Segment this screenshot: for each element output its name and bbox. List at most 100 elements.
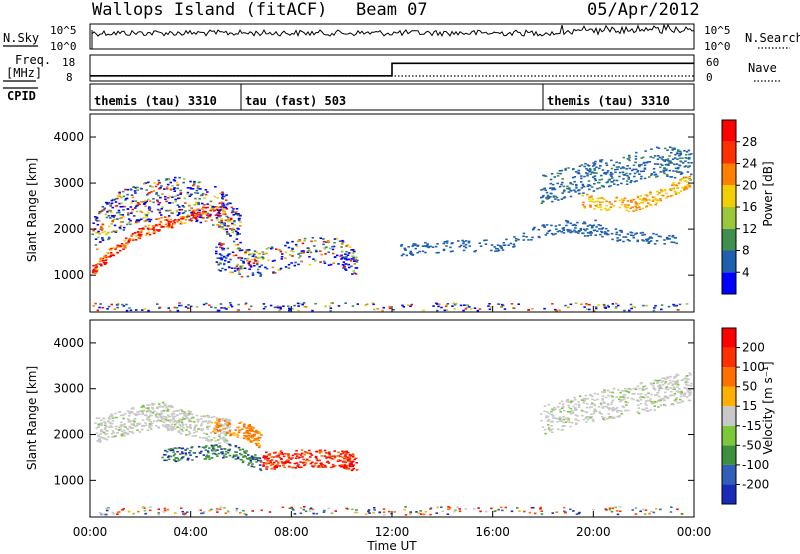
echo-cell [631, 306, 635, 308]
echo-cell [672, 184, 676, 187]
echo-cell [435, 512, 438, 514]
echo-cell [585, 406, 589, 409]
echo-cell [644, 509, 648, 511]
echo-cell [628, 309, 631, 312]
echo-cell [634, 161, 637, 164]
echo-cell [205, 445, 208, 447]
echo-cell [110, 247, 113, 250]
echo-cell [185, 434, 188, 436]
echo-cell [102, 261, 106, 264]
echo-cell [668, 155, 671, 157]
echo-cell [589, 205, 592, 207]
echo-cell [558, 230, 561, 232]
echo-cell [200, 415, 203, 418]
echo-cell [645, 404, 648, 407]
echo-cell [688, 392, 691, 394]
echo-cell [262, 455, 266, 457]
echo-cell [209, 440, 212, 442]
echo-cell [589, 394, 592, 397]
echo-cell [155, 424, 158, 427]
echo-cell [219, 303, 223, 305]
echo-cell [174, 512, 177, 514]
echo-cell [183, 197, 187, 200]
echo-cell [303, 239, 306, 242]
echo-cell [194, 435, 197, 437]
echo-cell [575, 231, 579, 233]
echo-cell [639, 402, 643, 405]
echo-cell [632, 387, 635, 390]
echo-cell [388, 307, 392, 310]
echo-cell [382, 508, 386, 510]
echo-cell [671, 147, 674, 149]
echo-cell [685, 151, 689, 153]
echo-cell [411, 245, 414, 247]
echo-cell [117, 303, 120, 305]
echo-cell [659, 404, 663, 406]
echo-cell [319, 261, 322, 263]
echo-cell [311, 309, 314, 312]
echo-cell [162, 415, 166, 418]
echo-cell [678, 164, 681, 167]
echo-cell [624, 390, 628, 392]
echo-cell [350, 249, 353, 251]
echo-cell [371, 302, 374, 304]
echo-cell [293, 264, 296, 267]
echo-cell [323, 449, 327, 452]
echo-cell [344, 457, 347, 459]
echo-cell [601, 399, 604, 401]
echo-cell [172, 410, 175, 413]
echo-cell [596, 230, 599, 232]
echo-cell [297, 453, 301, 455]
echo-cell [181, 416, 185, 419]
echo-cell [331, 248, 335, 251]
echo-cell [210, 416, 213, 419]
echo-cell [646, 194, 649, 197]
echo-cell [674, 305, 677, 307]
echo-cell [256, 268, 260, 271]
echo-cell [678, 154, 681, 157]
echo-cell [207, 455, 211, 457]
echo-cell [213, 210, 216, 212]
echo-cell [191, 188, 195, 190]
echo-cell [688, 184, 691, 187]
echo-cell [163, 403, 166, 405]
echo-cell [103, 207, 106, 210]
echo-cell [255, 260, 258, 262]
echo-cell [676, 386, 679, 388]
echo-cell [207, 416, 210, 419]
echo-cell [135, 424, 139, 427]
echo-cell [459, 244, 463, 247]
echo-cell [563, 510, 566, 513]
echo-cell [96, 231, 100, 234]
echo-cell [659, 398, 662, 401]
echo-cell [130, 211, 134, 213]
echo-cell [581, 194, 585, 197]
echo-cell [180, 451, 184, 453]
y-tick-label: 1000 [53, 268, 84, 282]
echo-cell [648, 241, 651, 243]
echo-cell [531, 308, 534, 310]
echo-cell [219, 192, 222, 195]
echo-cell [651, 196, 655, 199]
echo-cell [122, 229, 126, 231]
echo-cell [261, 256, 264, 258]
echo-cell [633, 306, 637, 308]
echo-cell [684, 165, 688, 167]
echo-cell [336, 455, 340, 457]
echo-cell [108, 426, 111, 429]
echo-cell [683, 150, 686, 152]
echo-cell [124, 412, 127, 415]
echo-cell [416, 251, 419, 254]
echo-cell [174, 195, 177, 198]
echo-cell [291, 240, 294, 243]
echo-cell [666, 396, 670, 399]
echo-cell [622, 406, 626, 409]
echo-cell [444, 305, 448, 308]
echo-cell [206, 428, 209, 430]
echo-cell [653, 171, 656, 174]
echo-cell [218, 243, 221, 246]
echo-cell [503, 244, 507, 246]
echo-cell [688, 185, 692, 188]
echo-cell [490, 306, 493, 308]
echo-cell [625, 404, 628, 406]
